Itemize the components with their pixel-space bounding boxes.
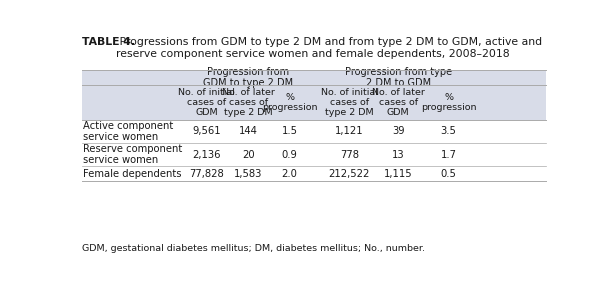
Text: 13: 13 (392, 149, 405, 159)
Text: 1,115: 1,115 (384, 169, 412, 179)
Text: 0.9: 0.9 (282, 149, 297, 159)
Text: %
progression: % progression (262, 93, 318, 112)
Bar (82, 70, 546, 85)
Text: 778: 778 (340, 149, 359, 159)
Text: No. of later
cases of
type 2 DM: No. of later cases of type 2 DM (222, 88, 275, 117)
Text: No. of later
cases of
GDM: No. of later cases of GDM (371, 88, 425, 117)
Text: Progression from type
2 DM to GDM: Progression from type 2 DM to GDM (345, 67, 452, 88)
Text: 0.5: 0.5 (441, 169, 457, 179)
Text: GDM, gestational diabetes mellitus; DM, diabetes mellitus; No., number.: GDM, gestational diabetes mellitus; DM, … (82, 244, 425, 253)
Text: No. of initial
cases of
GDM: No. of initial cases of GDM (178, 88, 235, 117)
Text: 1,583: 1,583 (234, 169, 263, 179)
Text: 9,561: 9,561 (192, 126, 221, 137)
Text: 77,828: 77,828 (189, 169, 224, 179)
Text: Reserve component
service women: Reserve component service women (83, 144, 183, 165)
Text: 2,136: 2,136 (192, 149, 221, 159)
Text: 1.5: 1.5 (282, 126, 297, 137)
Text: %
progression: % progression (421, 93, 476, 112)
Text: 1,121: 1,121 (335, 126, 364, 137)
Text: 212,522: 212,522 (329, 169, 370, 179)
Text: 20: 20 (242, 149, 255, 159)
Text: 1.7: 1.7 (441, 149, 457, 159)
Text: 2.0: 2.0 (282, 169, 297, 179)
Text: 39: 39 (392, 126, 405, 137)
Text: 3.5: 3.5 (441, 126, 457, 137)
Text: Female dependents: Female dependents (83, 169, 182, 179)
Text: Progression from
GDM to type 2 DM: Progression from GDM to type 2 DM (203, 67, 293, 88)
Text: Active component
service women: Active component service women (83, 121, 174, 142)
Bar (82, 85, 546, 120)
Text: 144: 144 (239, 126, 258, 137)
Text: TABLE 4.: TABLE 4. (82, 38, 135, 47)
Text: Progressions from GDM to type 2 DM and from type 2 DM to GDM, active and
reserve: Progressions from GDM to type 2 DM and f… (116, 38, 542, 59)
Text: No. of initial
cases of
type 2 DM: No. of initial cases of type 2 DM (321, 88, 378, 117)
